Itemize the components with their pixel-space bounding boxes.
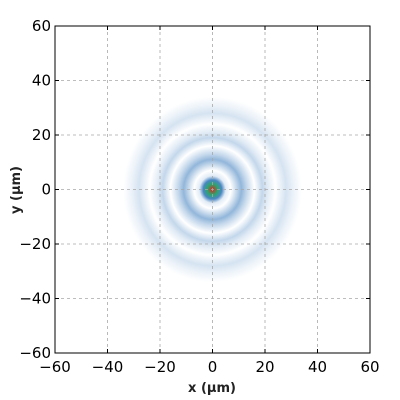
x-tick-label: −60: [39, 358, 71, 376]
grid-layer: [55, 26, 370, 353]
y-tick-label: 40: [32, 72, 51, 90]
x-tick-label: 60: [360, 358, 379, 376]
x-axis-label: x (μm): [188, 381, 236, 396]
x-tick-label: 0: [208, 358, 218, 376]
x-tick-label: 40: [308, 358, 327, 376]
y-tick-label: 60: [32, 17, 51, 35]
y-tick-label: −40: [19, 290, 51, 308]
x-tick-label: 20: [255, 358, 274, 376]
y-axis-label: y (μm): [9, 166, 24, 214]
x-tick-label: −40: [92, 358, 124, 376]
y-tick-label: −60: [19, 344, 51, 362]
ticks-layer: −60 −40 −20 0 20 40 60 −60 −40 −20 0 20 40 60: [19, 17, 379, 376]
x-tick-label: −20: [144, 358, 176, 376]
y-tick-label: −20: [19, 235, 51, 253]
y-tick-label: 20: [32, 126, 51, 144]
y-tick-label: 0: [41, 181, 51, 199]
